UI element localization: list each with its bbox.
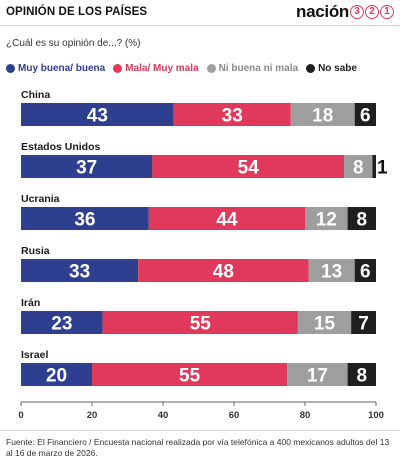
bar-segment <box>92 363 288 386</box>
legend-item: Ni buena ni mala <box>206 63 299 74</box>
bar-segment <box>287 363 348 386</box>
legend-item: Muy buena/ buena <box>6 63 105 74</box>
data-label: 13 <box>321 261 342 282</box>
chart-subtitle: ¿Cuál es su opinión de...? (%) <box>6 38 141 49</box>
bar-segment <box>351 311 376 334</box>
tick-label: 20 <box>87 410 98 421</box>
legend-swatch <box>6 64 15 73</box>
data-label: 36 <box>74 209 95 230</box>
category-label: Rusia <box>21 245 50 257</box>
chart-legend: Muy buena/ buena Mala/ Muy mala Ni buena… <box>6 63 365 74</box>
tick-label: 40 <box>158 410 169 421</box>
source-note: Fuente: El Financiero / Encuesta naciona… <box>6 437 390 458</box>
legend-swatch <box>113 64 123 73</box>
footer-divider <box>0 430 400 431</box>
bar-segment <box>305 207 348 230</box>
legend-item: No sabe <box>306 63 357 74</box>
legend-label: No sabe <box>318 63 357 74</box>
legend-label: Ni buena ni mala <box>218 63 299 74</box>
brand-logo: nación 3 2 1 <box>296 2 394 22</box>
data-label: 12 <box>316 209 337 230</box>
tick-label: 80 <box>300 410 311 421</box>
bar-segment <box>290 103 355 126</box>
data-label: 33 <box>69 261 90 282</box>
bar-segment <box>21 363 92 386</box>
legend-item: Mala/ Muy mala <box>113 63 199 74</box>
bar-segment <box>173 103 291 126</box>
bar-segment <box>21 311 103 334</box>
data-label: 23 <box>51 313 72 334</box>
data-label: 54 <box>238 157 260 178</box>
bar-segment <box>347 207 376 230</box>
data-label: 6 <box>360 261 371 282</box>
data-label: 8 <box>353 157 364 178</box>
data-label: 55 <box>190 313 212 334</box>
tick-label: 0 <box>18 410 23 421</box>
logo-digit: 3 <box>350 5 364 19</box>
bar-segment <box>308 259 355 282</box>
data-label: 44 <box>216 209 238 230</box>
header-divider <box>0 25 400 26</box>
data-label: 37 <box>76 157 97 178</box>
legend-swatch <box>206 64 216 73</box>
bar-segment <box>21 207 149 230</box>
bar-segment <box>354 103 376 126</box>
data-label: 7 <box>358 313 369 334</box>
category-label: Irán <box>21 297 40 309</box>
legend-label: Mala/ Muy mala <box>125 63 199 74</box>
bar-segment <box>297 311 352 334</box>
header: OPINIÓN DE LOS PAÍSES nación 3 2 1 <box>0 0 400 26</box>
logo-digit: 1 <box>380 5 394 19</box>
data-label: 17 <box>307 365 328 386</box>
bar-segment <box>138 259 309 282</box>
category-label: China <box>21 89 50 101</box>
category-label: Estados Unidos <box>21 141 101 153</box>
data-label: 15 <box>314 313 336 334</box>
data-label: 6 <box>360 105 371 126</box>
bar-segment <box>21 103 174 126</box>
category-label: Ucrania <box>21 193 60 205</box>
category-label: Israel <box>21 349 49 361</box>
data-label: 48 <box>213 261 234 282</box>
bar-segment <box>354 259 376 282</box>
bar-segment <box>344 155 373 178</box>
data-label: 33 <box>222 105 243 126</box>
tick-label: 60 <box>229 410 240 421</box>
logo-word: nación <box>296 2 349 21</box>
bar-segment <box>152 155 345 178</box>
data-label: 18 <box>312 105 333 126</box>
data-label: 43 <box>87 105 108 126</box>
bar-segment <box>21 259 139 282</box>
bar-segment <box>372 155 376 178</box>
legend-label: Muy buena/ buena <box>18 63 106 74</box>
data-label: 8 <box>357 365 368 386</box>
bar-segment <box>21 155 153 178</box>
bar-segment <box>148 207 305 230</box>
bar-segment <box>347 363 376 386</box>
data-label: 55 <box>179 365 201 386</box>
data-label: 8 <box>357 209 368 230</box>
logo-digit: 2 <box>365 5 379 19</box>
page-title: OPINIÓN DE LOS PAÍSES <box>6 6 148 18</box>
legend-swatch <box>306 64 316 73</box>
bar-segment <box>102 311 298 334</box>
tick-label: 100 <box>368 410 384 421</box>
data-label: 20 <box>46 365 67 386</box>
data-label: 1 <box>377 157 388 178</box>
